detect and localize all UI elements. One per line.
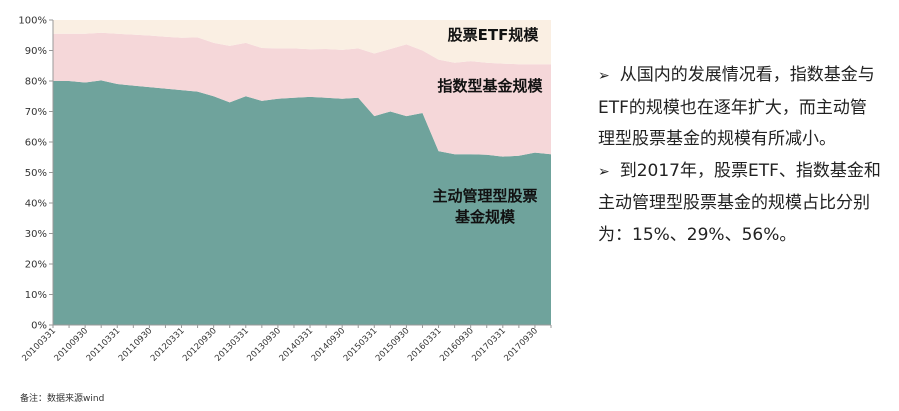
y-tick-label: 50% bbox=[25, 168, 47, 179]
y-tick-label: 80% bbox=[25, 77, 47, 88]
series-label: 股票ETF规模 bbox=[448, 26, 540, 44]
bullet-text: 从国内的发展情况看，指数基金与ETF的规模也在逐年扩大，而主动管理型股票基金的规… bbox=[598, 65, 875, 149]
x-tick-label: 20150331 bbox=[342, 326, 380, 364]
bullet-text: 到2017年，股票ETF、指数基金和主动管理型股票基金的规模占比分别为：15%、… bbox=[598, 160, 881, 245]
bullet-item-2: ➢ 到2017年，股票ETF、指数基金和主动管理型股票基金的规模占比分别为：15%… bbox=[598, 156, 883, 252]
series-label: 主动管理型股票 bbox=[432, 187, 537, 205]
bullet-item-1: ➢ 从国内的发展情况看，指数基金与ETF的规模也在逐年扩大，而主动管理型股票基金的… bbox=[598, 60, 883, 156]
y-tick-label: 70% bbox=[25, 107, 47, 118]
area-series-1 bbox=[53, 80, 551, 325]
arrow-bullet-icon: ➢ bbox=[598, 68, 610, 84]
x-tick-label: 20130331 bbox=[213, 326, 251, 364]
x-tick-label: 20170930 bbox=[502, 326, 540, 364]
y-tick-label: 40% bbox=[25, 199, 47, 210]
series-label: 指数型基金规模 bbox=[437, 77, 543, 95]
chart-areas bbox=[53, 20, 551, 325]
x-tick-label: 20100331 bbox=[20, 326, 58, 364]
footnote: 备注：数据来源wind bbox=[20, 394, 105, 404]
x-tick-label: 20100930 bbox=[53, 326, 91, 364]
x-tick-label: 20110930 bbox=[117, 326, 155, 364]
x-tick-label: 20120930 bbox=[181, 326, 219, 364]
x-tick-label: 20170331 bbox=[470, 326, 508, 364]
y-tick-label: 90% bbox=[25, 46, 47, 57]
y-tick-label: 10% bbox=[25, 290, 47, 301]
series-label: 基金规模 bbox=[454, 208, 516, 226]
x-axis: 2010033120100930201103312011093020120331… bbox=[20, 324, 552, 364]
x-tick-label: 20160930 bbox=[438, 326, 476, 364]
x-tick-label: 20150930 bbox=[374, 326, 412, 364]
x-tick-label: 20130930 bbox=[245, 326, 283, 364]
x-tick-label: 20140930 bbox=[310, 326, 348, 364]
y-tick-label: 30% bbox=[25, 229, 47, 240]
bullet-list: ➢ 从国内的发展情况看，指数基金与ETF的规模也在逐年扩大，而主动管理型股票基金的… bbox=[598, 60, 883, 251]
x-tick-label: 20110331 bbox=[85, 326, 123, 364]
arrow-bullet-icon: ➢ bbox=[598, 163, 610, 180]
x-tick-label: 20120331 bbox=[149, 326, 187, 364]
y-axis: 0% 10% 20% 30% 40% 50% 60% 70% 80% 90% 100% bbox=[18, 16, 54, 332]
y-tick-label: 0% bbox=[31, 321, 47, 332]
y-tick-label: 100% bbox=[18, 16, 47, 27]
x-tick-label: 20140331 bbox=[277, 326, 315, 364]
y-tick-label: 20% bbox=[25, 260, 47, 271]
y-tick-label: 60% bbox=[25, 138, 47, 149]
area-series-2 bbox=[53, 32, 551, 157]
x-tick-label: 20160331 bbox=[406, 326, 444, 364]
stacked-area-chart: 0% 10% 20% 30% 40% 50% 60% 70% 80% 90% 100% 201003… bbox=[18, 16, 552, 364]
area-series-3 bbox=[53, 20, 551, 65]
